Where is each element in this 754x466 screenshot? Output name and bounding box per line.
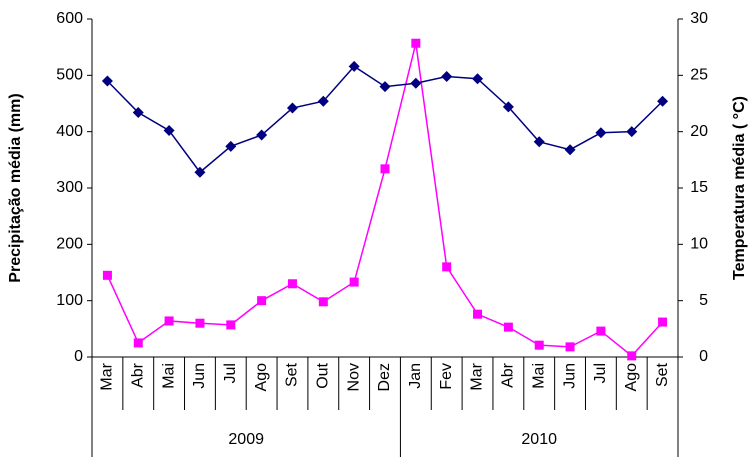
data-point xyxy=(133,338,143,348)
data-point xyxy=(257,296,267,306)
x-tick-label: Set xyxy=(654,362,671,387)
data-point xyxy=(286,102,298,114)
data-point xyxy=(348,60,360,72)
y2-axis-label: Temperatura média ( °C) xyxy=(731,96,748,280)
x-tick-label: Jun xyxy=(561,363,578,389)
x-tick-label: Set xyxy=(284,362,301,387)
x-tick-label: Abr xyxy=(129,362,146,388)
data-point xyxy=(596,326,606,336)
x-tick-label: Mai xyxy=(530,363,547,389)
x-tick-label: Jul xyxy=(222,363,239,383)
data-point xyxy=(534,340,544,350)
x-tick-label: Jul xyxy=(592,363,609,383)
y-axis-label: Precipitação média (mm) xyxy=(7,93,24,282)
y-tick-label: 500 xyxy=(56,67,83,84)
y-tick-label: 200 xyxy=(56,236,83,253)
data-point xyxy=(318,297,328,307)
data-point xyxy=(194,166,206,178)
data-point xyxy=(164,316,174,326)
data-point xyxy=(565,342,575,352)
data-point xyxy=(411,38,421,48)
data-point xyxy=(441,70,453,82)
data-point xyxy=(226,320,236,330)
data-point xyxy=(626,126,638,138)
x-tick-label: Out xyxy=(315,362,332,388)
x-tick-label: Abr xyxy=(500,362,517,388)
data-point xyxy=(256,129,268,141)
data-point xyxy=(132,107,144,119)
data-point xyxy=(195,318,205,328)
data-point xyxy=(503,322,513,332)
x-tick-label: Nov xyxy=(345,363,362,391)
data-point xyxy=(102,270,112,280)
x-tick-label: Mai xyxy=(160,363,177,389)
y2-tick-label: 30 xyxy=(690,10,708,27)
x-tick-label: Mar xyxy=(469,362,486,390)
data-point xyxy=(533,136,545,148)
x-tick-label: Jan xyxy=(407,363,424,389)
y-tick-label: 600 xyxy=(56,10,83,27)
y-tick-label: 100 xyxy=(56,292,83,309)
x-tick-label: Ago xyxy=(253,363,270,392)
x-tick-label: Dez xyxy=(376,363,393,391)
y2-tick-label: 10 xyxy=(690,236,708,253)
y-tick-label: 0 xyxy=(74,348,83,365)
x-tick-label: Ago xyxy=(623,363,640,392)
data-point xyxy=(658,317,668,327)
data-point xyxy=(472,73,484,85)
y-tick-label: 400 xyxy=(56,123,83,140)
data-point xyxy=(595,127,607,139)
data-point xyxy=(410,77,422,89)
data-point xyxy=(564,144,576,156)
data-point xyxy=(627,351,637,361)
y2-tick-label: 5 xyxy=(699,292,708,309)
data-point xyxy=(349,277,359,287)
x-group-label: 2010 xyxy=(521,431,557,448)
data-point xyxy=(379,81,391,93)
data-point xyxy=(473,309,483,319)
x-tick-label: Jun xyxy=(191,363,208,389)
x-tick-label: Mar xyxy=(99,362,116,390)
x-group-label: 2009 xyxy=(228,431,264,448)
data-point xyxy=(380,164,390,174)
data-point xyxy=(287,279,297,289)
data-point xyxy=(163,125,175,137)
data-point xyxy=(101,75,113,87)
y-tick-label: 300 xyxy=(56,179,83,196)
data-point xyxy=(502,101,514,113)
x-tick-label: Fev xyxy=(438,363,455,390)
data-point xyxy=(225,140,237,152)
y2-tick-label: 25 xyxy=(690,67,708,84)
data-point xyxy=(317,95,329,107)
y2-tick-label: 15 xyxy=(690,179,708,196)
data-point xyxy=(657,95,669,107)
y2-tick-label: 0 xyxy=(699,348,708,365)
y2-tick-label: 20 xyxy=(690,123,708,140)
data-point xyxy=(442,262,452,272)
